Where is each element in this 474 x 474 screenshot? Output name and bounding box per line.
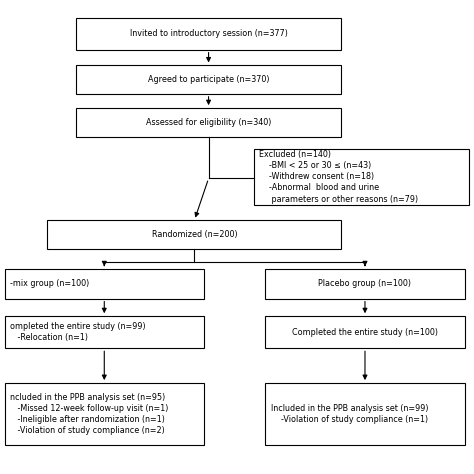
Bar xyxy=(265,383,465,445)
Text: Assessed for eligibility (n=340): Assessed for eligibility (n=340) xyxy=(146,118,271,127)
Text: ompleted the entire study (n=99)
   -Relocation (n=1): ompleted the entire study (n=99) -Reloca… xyxy=(10,322,146,342)
Bar xyxy=(5,383,204,445)
Bar xyxy=(254,149,469,205)
Text: Agreed to participate (n=370): Agreed to participate (n=370) xyxy=(148,75,269,84)
Bar xyxy=(76,108,341,137)
Bar xyxy=(265,269,465,299)
Bar xyxy=(5,316,204,348)
Bar xyxy=(265,316,465,348)
Bar xyxy=(5,269,204,299)
Text: Randomized (n=200): Randomized (n=200) xyxy=(152,230,237,239)
Bar xyxy=(76,18,341,50)
Text: Placebo group (n=100): Placebo group (n=100) xyxy=(319,280,411,288)
Text: Invited to introductory session (n=377): Invited to introductory session (n=377) xyxy=(129,29,288,38)
Bar xyxy=(76,65,341,94)
Text: -mix group (n=100): -mix group (n=100) xyxy=(10,280,90,288)
Text: Completed the entire study (n=100): Completed the entire study (n=100) xyxy=(292,328,438,337)
Text: Excluded (n=140)
    -BMI < 25 or 30 ≤ (n=43)
    -Withdrew consent (n=18)
    -: Excluded (n=140) -BMI < 25 or 30 ≤ (n=43… xyxy=(259,150,419,203)
Text: ncluded in the PPB analysis set (n=95)
   -Missed 12-week follow-up visit (n=1)
: ncluded in the PPB analysis set (n=95) -… xyxy=(10,392,169,435)
Text: Included in the PPB analysis set (n=99)
    -Violation of study compliance (n=1): Included in the PPB analysis set (n=99) … xyxy=(271,404,428,424)
Bar xyxy=(47,220,341,249)
